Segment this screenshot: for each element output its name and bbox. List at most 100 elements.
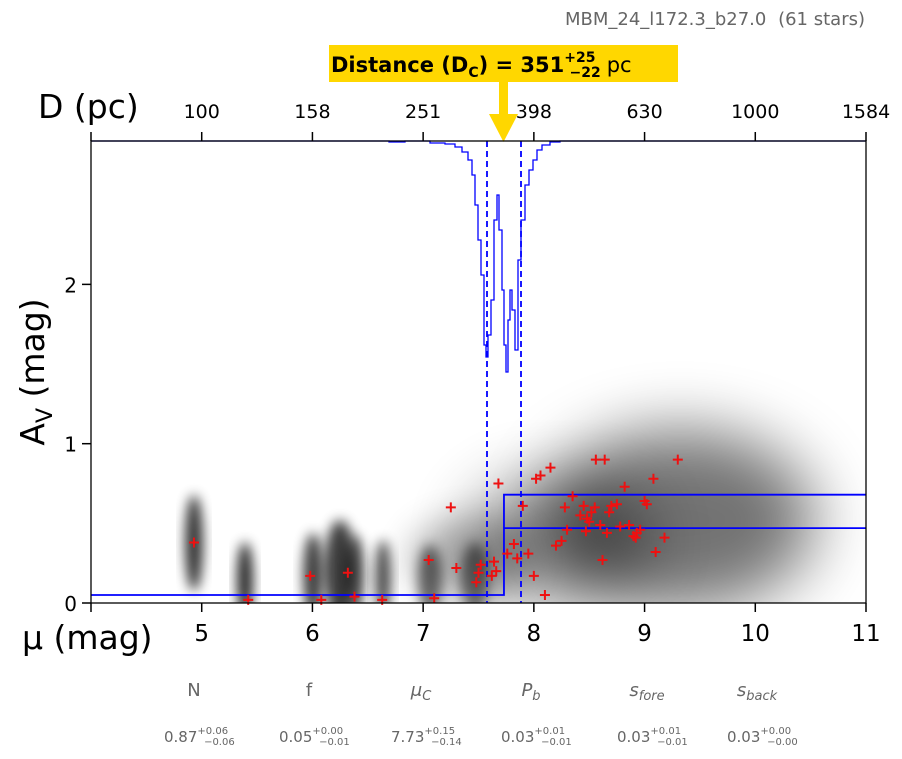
star-marker bbox=[429, 593, 440, 604]
star-marker bbox=[551, 540, 561, 551]
y-axis-label-tail: (mag) bbox=[13, 298, 52, 408]
star-marker bbox=[508, 539, 519, 550]
y-axis-ticks: 0 1 2 bbox=[64, 273, 91, 616]
parameter-name: f bbox=[306, 680, 313, 701]
badge-unit: pc bbox=[607, 53, 632, 77]
star-marker bbox=[611, 499, 622, 510]
star-marker bbox=[599, 454, 610, 465]
badge-sup: +25 bbox=[564, 50, 595, 66]
parameter-value: 0.03+0.01 −0.01 bbox=[617, 726, 688, 748]
star-marker bbox=[606, 500, 617, 511]
star-marker bbox=[590, 454, 601, 465]
star-marker bbox=[567, 491, 578, 502]
star-marker bbox=[635, 524, 646, 535]
top-tick-label: 1000 bbox=[731, 101, 779, 123]
star-marker bbox=[473, 567, 484, 578]
star-marker bbox=[493, 478, 504, 489]
star-marker bbox=[589, 502, 600, 513]
x-axis-ticks: 5 6 7 8 9 10 11 bbox=[90, 603, 881, 647]
top-axis-label: D (pc) bbox=[38, 87, 139, 126]
star-marker bbox=[595, 519, 606, 530]
star-marker bbox=[491, 566, 502, 577]
x-tick-label: 6 bbox=[305, 621, 320, 647]
arrow-head bbox=[489, 114, 518, 142]
star-marker bbox=[545, 462, 556, 473]
star-marker bbox=[578, 500, 589, 511]
badge-subscr: −22 bbox=[569, 65, 600, 81]
star-marker bbox=[604, 507, 615, 518]
y-tick-label: 2 bbox=[64, 273, 77, 297]
top-tick-label: 630 bbox=[626, 101, 662, 123]
top-tick-label: 398 bbox=[516, 101, 552, 123]
star-marker bbox=[641, 499, 652, 510]
parameter-value: 0.05+0.00 −0.01 bbox=[279, 726, 350, 748]
star-marker bbox=[471, 577, 482, 588]
arrow-shaft bbox=[499, 82, 508, 115]
star-marker bbox=[535, 470, 546, 481]
top-tick-label: 100 bbox=[184, 101, 220, 123]
distance-arrow-icon bbox=[489, 82, 518, 142]
star-marker bbox=[615, 521, 626, 532]
star-marker bbox=[475, 559, 486, 570]
parameter-value: 0.03+0.01 −0.01 bbox=[501, 726, 572, 748]
star-marker bbox=[575, 510, 586, 521]
badge-background bbox=[329, 45, 678, 82]
density-map bbox=[185, 430, 815, 603]
y-tick-label: 0 bbox=[64, 592, 77, 616]
extinction-model-upper-line bbox=[91, 493, 866, 596]
top-tick-label: 158 bbox=[294, 101, 330, 123]
star-marker bbox=[489, 556, 499, 567]
parameter-value: 0.03+0.00 −0.00 bbox=[727, 726, 798, 748]
star-marker bbox=[486, 570, 497, 581]
star-marker bbox=[584, 516, 595, 527]
star-marker bbox=[349, 591, 360, 602]
badge-sub: C bbox=[468, 65, 478, 81]
star-marker bbox=[562, 524, 573, 535]
star-marker bbox=[512, 553, 523, 564]
star-marker bbox=[650, 547, 661, 558]
top-tick-label: 251 bbox=[405, 101, 441, 123]
star-marker bbox=[523, 548, 534, 559]
star-marker bbox=[619, 481, 630, 492]
parameter-value: 7.73+0.15 −0.14 bbox=[391, 726, 462, 748]
x-tick-label: 10 bbox=[741, 621, 770, 647]
distance-badge: Distance (DC) = 351+25 −22 pc bbox=[329, 45, 678, 82]
star-marker bbox=[659, 532, 670, 543]
star-marker bbox=[342, 567, 353, 578]
parameter-table: N 0.87+0.06 −0.06 f 0.05+0.00 −0.01 μC 7.73+0.1… bbox=[164, 680, 798, 748]
distance-posterior-histogram bbox=[91, 140, 866, 373]
field-id: MBM_24_l172.3_b27.0 bbox=[565, 9, 766, 30]
star-marker bbox=[630, 532, 641, 543]
star-marker bbox=[624, 519, 635, 530]
parameter-name: Pb bbox=[521, 680, 540, 704]
star-marker bbox=[539, 590, 550, 601]
star-marker bbox=[517, 500, 528, 511]
parameter-value: 0.87+0.06 −0.06 bbox=[164, 726, 235, 748]
star-marker bbox=[445, 502, 456, 513]
x-tick-label: 5 bbox=[194, 621, 209, 647]
parameter-name: sfore bbox=[629, 680, 664, 704]
star-marker bbox=[648, 473, 659, 484]
badge-prefix: Distance (D bbox=[331, 53, 468, 77]
star-marker bbox=[502, 548, 513, 559]
y-axis-label: AV (mag) bbox=[13, 298, 58, 445]
y-tick-label: 1 bbox=[64, 433, 77, 457]
parameter-name: sback bbox=[737, 680, 778, 704]
x-tick-label: 8 bbox=[527, 621, 542, 647]
x-tick-label: 7 bbox=[416, 621, 431, 647]
star-marker bbox=[305, 570, 316, 581]
star-marker bbox=[580, 526, 591, 537]
x-axis-label: μ (mag) bbox=[22, 618, 153, 657]
y-axis-label-main: A bbox=[13, 423, 52, 446]
star-marker bbox=[188, 537, 199, 548]
star-marker bbox=[451, 562, 462, 573]
parameter-name: N bbox=[187, 680, 200, 701]
star-marker bbox=[601, 527, 612, 538]
star-marker bbox=[672, 454, 683, 465]
star-count: (61 stars) bbox=[778, 9, 865, 30]
star-marker bbox=[556, 535, 567, 546]
top-axis-ticks: 100 158 251 398 630 1000 1584 bbox=[90, 101, 890, 141]
top-tick-label: 1584 bbox=[842, 101, 890, 123]
